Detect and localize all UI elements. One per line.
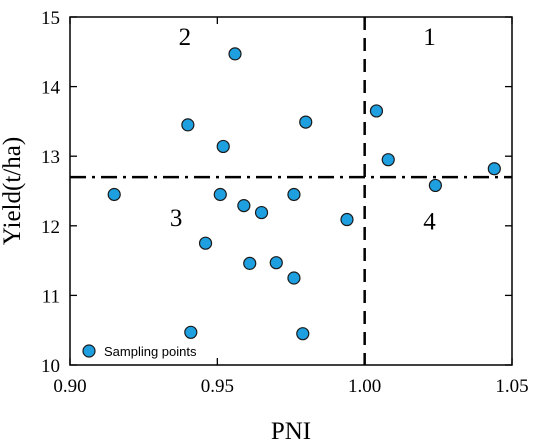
y-tick-label: 15 [41, 8, 60, 29]
legend: Sampling points [82, 344, 197, 359]
reference-lines [70, 17, 512, 365]
data-point [216, 139, 230, 154]
quadrant-label: 4 [423, 208, 436, 235]
plot-frame [69, 16, 513, 366]
data-point [487, 162, 501, 176]
data-point [107, 187, 121, 202]
data-point [381, 153, 395, 167]
data-point [181, 118, 195, 132]
y-tick-label: 11 [42, 286, 60, 307]
data-point [340, 212, 354, 227]
quadrant-label: 2 [179, 24, 192, 51]
data-point [428, 178, 442, 193]
y-axis-title: Yield(t/ha) [0, 137, 26, 245]
legend-marker [82, 344, 96, 358]
data-point [369, 104, 384, 118]
data-points [107, 47, 501, 341]
data-point [299, 115, 313, 129]
x-tick-label: 1.05 [495, 376, 528, 397]
data-point [269, 256, 283, 270]
y-tick-label: 14 [41, 78, 61, 99]
x-tick-label: 0.95 [201, 376, 234, 397]
x-axis-title: PNI [271, 418, 311, 445]
data-point [184, 325, 198, 339]
data-point [287, 271, 301, 285]
data-point [237, 199, 251, 213]
data-point [243, 256, 257, 270]
data-point [287, 187, 301, 202]
x-tick-label: 0.90 [53, 376, 86, 397]
y-tick-label: 13 [41, 147, 60, 168]
data-point [228, 47, 242, 61]
data-point [254, 205, 269, 220]
data-point [296, 327, 310, 341]
y-tick-label: 12 [41, 217, 60, 238]
data-point [198, 236, 213, 250]
x-tick-label: 1.00 [348, 376, 381, 397]
legend-label: Sampling points [104, 344, 197, 359]
y-tick-label: 10 [41, 356, 60, 377]
quadrant-label: 1 [423, 24, 436, 51]
quadrant-label: 3 [170, 205, 183, 232]
data-point [213, 187, 227, 202]
quadrant-labels: 1 2 3 4 [170, 24, 436, 235]
